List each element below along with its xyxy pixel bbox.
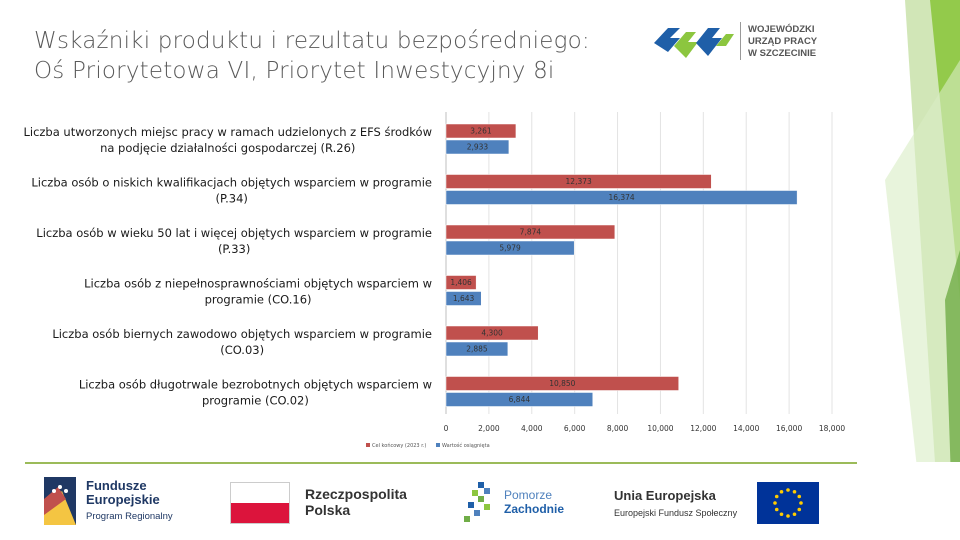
bar: [445, 341, 509, 357]
wup-logo-icon: [654, 28, 734, 58]
legend-label: Cel końcowy (2023 r.): [372, 442, 426, 449]
eu-star: [797, 494, 802, 499]
category-label: Liczba osób o niskich kwalifikacjach obj…: [31, 176, 432, 190]
category-label: programie (CO.02): [202, 394, 309, 408]
x-tick-label: 10,000: [647, 424, 673, 433]
bar: [445, 376, 679, 391]
data-label: 10,850: [549, 379, 575, 388]
chart-categories: Liczba utworzonych miejsc pracy w ramach…: [23, 125, 432, 408]
data-label: 12,373: [566, 177, 592, 186]
bar-chart: 3,261 2,933 12,373 16,374 7,874 5,979 1,406 1,6…: [23, 102, 856, 455]
data-label: 1,406: [450, 278, 472, 287]
category-label: programie (CO.16): [205, 293, 312, 307]
wup-logo: WOJEWÓDZKI URZĄD PRACY W SZCZECINIE: [650, 18, 830, 68]
x-tick-label: 18,000: [819, 424, 845, 433]
category-label: na podjęcie działalności gospodarczej (R…: [100, 141, 355, 155]
decorative-stripes: [885, 0, 960, 540]
rp-line2: Polska: [305, 502, 351, 518]
wup-logo-line2: URZĄD PRACY: [748, 36, 818, 47]
x-tick-label: 2,000: [478, 424, 500, 433]
data-label: 4,300: [481, 329, 503, 338]
x-tick-label: 4,000: [521, 424, 543, 433]
x-tick-label: 0: [444, 424, 449, 433]
data-label: 3,261: [470, 127, 492, 136]
category-label: Liczba utworzonych miejsc pracy w ramach…: [23, 125, 432, 139]
fe-line1: Fundusze: [86, 478, 147, 493]
eu-star: [792, 512, 797, 517]
eu-star: [773, 501, 777, 505]
data-label: 16,374: [608, 193, 634, 202]
bar: [445, 123, 517, 139]
bar: [445, 139, 510, 155]
ue-line1: Unia Europejska: [614, 488, 716, 503]
fe-line2: Europejskie: [86, 492, 160, 507]
category-label: Liczba osób z niepełnosprawnościami obję…: [84, 277, 432, 291]
fe-logo-icon: [44, 477, 76, 525]
fe-logo: Fundusze Europejskie Program Regionalny: [44, 477, 184, 527]
bar: [445, 190, 798, 205]
category-label: (P.34): [215, 192, 247, 206]
eu-star: [774, 494, 779, 499]
chart-grid: [445, 112, 833, 414]
pz-line1: Pomorze: [504, 488, 553, 502]
ue-logo: Unia Europejska Europejski Fundusz Społe…: [612, 482, 827, 528]
bar: [445, 240, 575, 256]
eu-flag-icon: [757, 482, 819, 524]
x-tick-label: 14,000: [733, 424, 759, 433]
rp-logo: Rzeczpospolita Polska: [230, 480, 430, 526]
polish-flag-icon: [230, 482, 290, 524]
x-tick-label: 16,000: [776, 424, 802, 433]
footer-logos: Fundusze Europejskie Program Regionalny …: [0, 462, 960, 540]
legend-swatch: [436, 443, 440, 447]
chart-bars: 3,261 2,933 12,373 16,374 7,874 5,979 1,406 1,6…: [445, 123, 798, 407]
ue-line2: Europejski Fundusz Społeczny: [614, 508, 738, 518]
bar: [445, 224, 616, 240]
pz-line2: Zachodnie: [504, 502, 565, 516]
x-tick-label: 12,000: [690, 424, 716, 433]
eu-star: [779, 512, 784, 517]
legend-label: Wartość osiągnięta: [442, 442, 490, 449]
eu-star: [786, 488, 790, 492]
bar: [445, 275, 477, 290]
wup-logo-line1: WOJEWÓDZKI: [748, 24, 815, 35]
chart-area: [26, 102, 856, 455]
bar: [445, 392, 594, 407]
pz-logo: Pomorze Zachodnie: [464, 480, 574, 528]
eu-star: [799, 501, 803, 505]
eu-star: [792, 489, 797, 494]
x-tick-label: 8,000: [607, 424, 629, 433]
category-label: (P.33): [218, 242, 250, 256]
eu-star: [779, 489, 784, 494]
eu-star: [774, 507, 779, 512]
rp-line1: Rzeczpospolita: [305, 486, 407, 502]
data-label: 2,885: [466, 345, 488, 354]
chart-xticks: 0 2,000 4,000 6,000 8,000 10,000 12,000 14,000 1…: [444, 424, 846, 433]
slide-title-line1: Wskaźniki produktu i rezultatu bezpośred…: [34, 28, 590, 54]
category-label: Liczba osób w wieku 50 lat i więcej obję…: [36, 226, 432, 240]
data-label: 6,844: [509, 395, 531, 404]
pz-logo-icon: [464, 482, 490, 522]
slide-title-line2: Oś Priorytetowa VI, Priorytet Inwestycyj…: [34, 58, 555, 84]
legend-swatch: [366, 443, 370, 447]
wup-logo-line3: W SZCZECINIE: [748, 48, 817, 59]
data-label: 1,643: [453, 294, 475, 303]
x-tick-label: 6,000: [564, 424, 586, 433]
data-label: 7,874: [520, 228, 542, 237]
footer-divider: [25, 462, 857, 464]
category-label: Liczba osób długotrwale bezrobotnych obj…: [79, 378, 432, 392]
data-label: 5,979: [499, 244, 521, 253]
bar: [445, 174, 712, 189]
slide-title: Wskaźniki produktu i rezultatu bezpośred…: [34, 26, 594, 86]
category-label: Liczba osób biernych zawodowo objętych w…: [52, 327, 432, 341]
bar: [445, 291, 482, 306]
chart-legend: Cel końcowy (2023 r.) Wartość osiągnięta: [366, 442, 490, 449]
bar: [445, 325, 539, 341]
eu-star: [786, 514, 790, 518]
eu-star: [797, 507, 802, 512]
fe-line3: Program Regionalny: [86, 511, 173, 522]
category-label: (CO.03): [220, 343, 264, 357]
data-label: 2,933: [467, 143, 489, 152]
